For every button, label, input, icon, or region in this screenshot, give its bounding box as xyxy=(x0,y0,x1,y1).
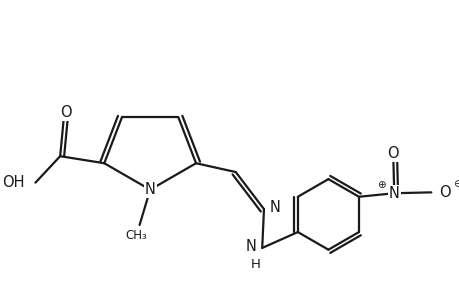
Text: CH₃: CH₃ xyxy=(125,229,146,242)
Text: O: O xyxy=(438,185,450,200)
Text: N: N xyxy=(388,186,399,201)
Text: O: O xyxy=(386,146,397,161)
Text: OH: OH xyxy=(2,175,25,190)
Text: ⊖: ⊖ xyxy=(453,179,459,189)
Text: N: N xyxy=(245,239,256,254)
Text: H: H xyxy=(251,258,260,271)
Text: N: N xyxy=(145,182,155,197)
Text: O: O xyxy=(61,105,72,120)
Text: N: N xyxy=(269,200,280,215)
Text: ⊕: ⊕ xyxy=(376,180,385,190)
